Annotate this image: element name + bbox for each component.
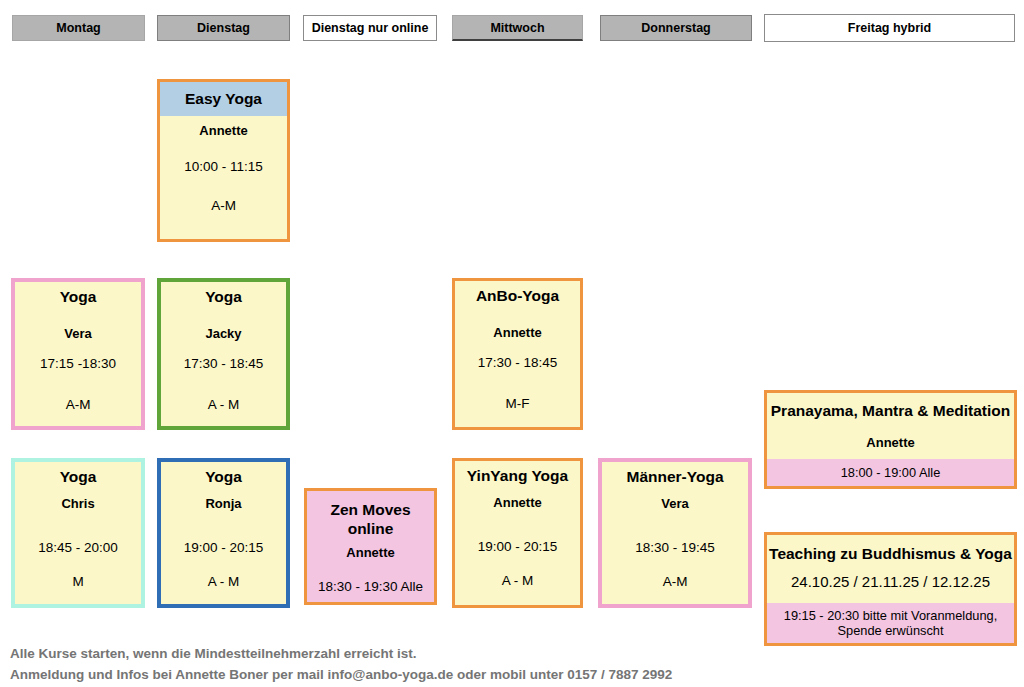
tab-freitag-hybrid[interactable]: Freitag hybrid	[764, 14, 1015, 42]
class-card-maenner-yoga: Männer-Yoga Vera 18:30 - 19:45 A-M	[598, 458, 752, 608]
class-time-band: 19:15 - 20:30 bitte mit Voranmeldung, Sp…	[767, 603, 1014, 643]
class-teacher: Annette	[199, 123, 247, 139]
class-teacher: Chris	[61, 496, 94, 512]
class-teacher: Vera	[64, 326, 91, 342]
class-teacher: Annette	[493, 325, 541, 341]
class-level: A - M	[502, 572, 534, 589]
yoga-schedule-page: Montag Dienstag Dienstag nur online Mitt…	[0, 0, 1024, 687]
class-card-yoga-jacky: Yoga Jacky 17:30 - 18:45 A - M	[157, 278, 290, 430]
tab-montag[interactable]: Montag	[12, 15, 145, 41]
class-level: A-M	[663, 573, 688, 590]
class-card-pranayama: Pranayama, Mantra & Meditation Annette 1…	[764, 390, 1017, 489]
class-title: Pranayama, Mantra & Meditation	[771, 401, 1010, 420]
footer-notes: Alle Kurse starten, wenn die Mindestteil…	[10, 643, 672, 685]
class-level: A-M	[66, 396, 91, 413]
footer-note-min-participants: Alle Kurse starten, wenn die Mindestteil…	[10, 643, 672, 664]
class-title: YinYang Yoga	[467, 466, 568, 485]
class-card-yoga-vera: Yoga Vera 17:15 -18:30 A-M	[11, 278, 145, 430]
class-dates: 24.10.25 / 21.11.25 / 12.12.25	[791, 572, 990, 591]
class-time-band: 18:00 - 19:00 Alle	[767, 459, 1014, 486]
class-teacher: Vera	[661, 496, 688, 512]
class-title: Yoga	[60, 467, 97, 486]
class-title: Yoga	[60, 287, 97, 306]
class-title: Easy Yoga	[185, 90, 262, 108]
class-time: 10:00 - 11:15	[184, 158, 263, 175]
class-title: Männer-Yoga	[626, 467, 723, 486]
tab-dienstag-nur-online[interactable]: Dienstag nur online	[303, 15, 437, 41]
class-teacher: Jacky	[205, 326, 241, 342]
class-level: A-M	[211, 197, 236, 214]
class-title: Yoga	[205, 467, 242, 486]
class-card-yoga-ronja: Yoga Ronja 19:00 - 20:15 A - M	[157, 458, 290, 608]
class-teacher: Annette	[866, 435, 914, 451]
class-card-easy-yoga: Easy Yoga Annette 10:00 - 11:15 A-M	[157, 79, 290, 242]
class-title: AnBo-Yoga	[476, 286, 559, 305]
class-title: Yoga	[205, 287, 242, 306]
class-time: 19:00 - 20:15	[184, 539, 264, 556]
class-time: 19:00 - 20:15	[478, 538, 558, 555]
tab-mittwoch[interactable]: Mittwoch	[452, 15, 583, 41]
class-title-band: Easy Yoga	[160, 82, 287, 116]
class-level: A - M	[208, 396, 240, 413]
class-card-yinyang-yoga: YinYang Yoga Annette 19:00 - 20:15 A - M	[452, 458, 583, 608]
class-title: Teaching zu Buddhismus & Yoga	[769, 544, 1012, 563]
class-title: Zen Moves online	[307, 500, 434, 538]
tab-dienstag[interactable]: Dienstag	[157, 15, 290, 41]
class-level: A - M	[208, 573, 240, 590]
class-card-yoga-chris: Yoga Chris 18:45 - 20:00 M	[11, 458, 145, 608]
class-card-teaching-buddhismus: Teaching zu Buddhismus & Yoga 24.10.25 /…	[764, 532, 1017, 646]
class-time: 17:30 - 18:45	[478, 354, 558, 371]
footer-note-contact: Anmeldung und Infos bei Annette Boner pe…	[10, 664, 672, 685]
class-time: 18:30 - 19:30 Alle	[318, 578, 423, 595]
class-time: 17:15 -18:30	[40, 355, 116, 372]
class-time: 18:45 - 20:00	[38, 539, 118, 556]
class-time: 18:30 - 19:45	[635, 539, 715, 556]
class-card-anbo-yoga: AnBo-Yoga Annette 17:30 - 18:45 M-F	[452, 278, 583, 430]
class-time: 17:30 - 18:45	[184, 355, 264, 372]
class-level: M	[72, 573, 83, 590]
class-level: M-F	[506, 395, 530, 412]
class-teacher: Ronja	[205, 496, 241, 512]
class-card-zen-moves-online: Zen Moves online Annette 18:30 - 19:30 A…	[304, 488, 437, 605]
class-teacher: Annette	[493, 495, 541, 511]
class-teacher: Annette	[346, 545, 394, 561]
tab-donnerstag[interactable]: Donnerstag	[600, 15, 752, 41]
